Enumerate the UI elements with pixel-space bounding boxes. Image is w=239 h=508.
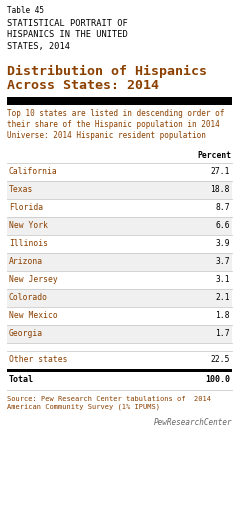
Text: 8.7: 8.7 [215, 203, 230, 212]
Text: STATISTICAL PORTRAIT OF
HISPANICS IN THE UNITED
STATES, 2014: STATISTICAL PORTRAIT OF HISPANICS IN THE… [7, 19, 128, 51]
Text: Georgia: Georgia [9, 329, 43, 338]
Bar [7, 325, 232, 343]
Bar [7, 97, 232, 105]
Text: Distribution of Hispanics: Distribution of Hispanics [7, 65, 207, 78]
Bar [7, 217, 232, 235]
Text: 1.7: 1.7 [215, 329, 230, 338]
Text: New Jersey: New Jersey [9, 275, 58, 284]
Text: New York: New York [9, 221, 48, 230]
Text: 3.7: 3.7 [215, 257, 230, 266]
Bar [7, 307, 232, 325]
Bar [7, 271, 232, 289]
Text: 18.8: 18.8 [211, 185, 230, 194]
Bar [7, 163, 232, 181]
Text: Arizona: Arizona [9, 257, 43, 266]
Bar [7, 253, 232, 271]
Bar [7, 199, 232, 217]
Text: Total: Total [9, 375, 34, 384]
Text: Florida: Florida [9, 203, 43, 212]
Text: Texas: Texas [9, 185, 33, 194]
Bar [7, 289, 232, 307]
Text: New Mexico: New Mexico [9, 311, 58, 320]
Text: Source: Pew Research Center tabulations of  2014
American Community Survey (1% I: Source: Pew Research Center tabulations … [7, 396, 211, 410]
Text: Illinois: Illinois [9, 239, 48, 248]
Bar [7, 181, 232, 199]
Text: 27.1: 27.1 [211, 167, 230, 176]
Text: 2.1: 2.1 [215, 293, 230, 302]
Text: California: California [9, 167, 58, 176]
Text: Other states: Other states [9, 355, 67, 364]
Text: 1.8: 1.8 [215, 311, 230, 320]
Text: Top 10 states are listed in descending order of
their share of the Hispanic popu: Top 10 states are listed in descending o… [7, 109, 224, 130]
Text: Percent: Percent [198, 151, 232, 160]
Text: Table 45: Table 45 [7, 6, 44, 15]
Text: PewResearchCenter: PewResearchCenter [153, 418, 232, 427]
Text: 3.9: 3.9 [215, 239, 230, 248]
Text: 6.6: 6.6 [215, 221, 230, 230]
Bar [7, 235, 232, 253]
Text: 100.0: 100.0 [205, 375, 230, 384]
Bar [7, 369, 232, 372]
Text: Across States: 2014: Across States: 2014 [7, 79, 159, 92]
Text: 22.5: 22.5 [211, 355, 230, 364]
Text: Universe: 2014 Hispanic resident population: Universe: 2014 Hispanic resident populat… [7, 131, 206, 140]
Text: Colorado: Colorado [9, 293, 48, 302]
Text: 3.1: 3.1 [215, 275, 230, 284]
